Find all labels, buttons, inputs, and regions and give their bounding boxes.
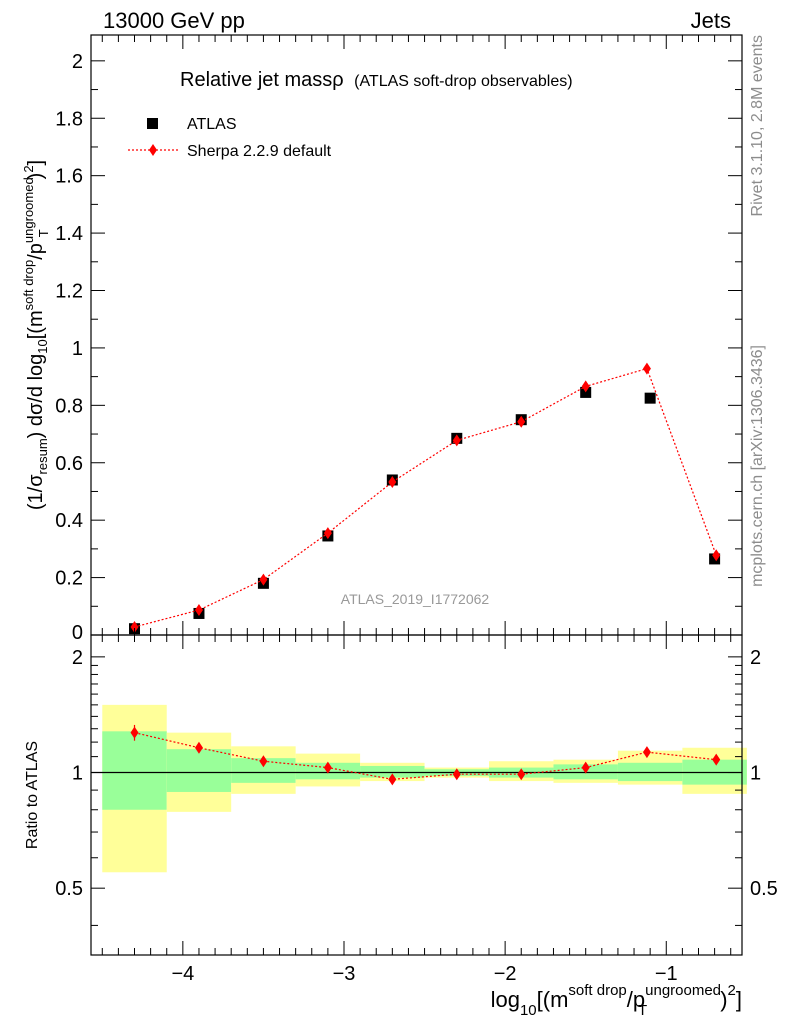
sherpa-ratio-point	[323, 761, 332, 774]
green-band-bin	[166, 749, 232, 792]
green-band-bin	[360, 765, 425, 778]
plot-title-sub: (ATLAS soft-drop observables)	[354, 73, 572, 90]
y-tick-label: 0.2	[55, 568, 83, 590]
ratio-tick-label-left: 2	[72, 647, 83, 669]
ratio-tick-label-left: 1	[72, 763, 83, 785]
legend-marker-sherpa	[149, 144, 157, 156]
y-tick-label: 0	[72, 622, 83, 644]
sherpa-main-point	[517, 415, 526, 428]
green-band-bin	[102, 731, 167, 810]
y-axis-label-main: (1/σresum) dσ/d log10[(msoft drop/pungro…	[21, 160, 51, 510]
sherpa-main-line	[134, 367, 717, 628]
y-tick-label: 1.8	[55, 108, 83, 130]
sherpa-ratio-point	[259, 755, 268, 768]
y-tick-label: 0.8	[55, 395, 83, 417]
legend-marker-atlas	[147, 118, 158, 129]
ratio-uncertainty-bands	[102, 704, 747, 873]
y-tick-label: 1.4	[55, 223, 83, 245]
ratio-tick-label-right: 2	[750, 647, 761, 669]
sherpa-main-point	[194, 604, 203, 617]
y-tick-label: 2	[72, 51, 83, 73]
ratio-tick-label-left: 0.5	[55, 878, 83, 900]
atlas-data-point	[580, 386, 592, 398]
sherpa-ratio-point	[388, 773, 397, 786]
sherpa-main-point	[323, 527, 332, 540]
y-axis-label-ratio: Ratio to ATLAS	[24, 741, 41, 849]
x-tick-label: −3	[333, 963, 356, 985]
y-tick-label: 1	[72, 338, 83, 360]
ratio-tick-label-right: 0.5	[750, 878, 778, 900]
ratio-tick-label-right: 1	[750, 763, 761, 785]
legend-label-atlas: ATLAS	[187, 116, 237, 133]
legend: ATLAS Sherpa 2.2.9 default	[128, 116, 332, 160]
x-tick-label: −1	[655, 963, 678, 985]
mcplots-label: mcplots.cern.ch [arXiv:1306.3436]	[749, 345, 766, 587]
y-tick-label: 0.4	[55, 510, 83, 532]
sherpa-main-point	[452, 434, 461, 447]
plot-title: Relative jet massρ (ATLAS soft-drop obse…	[180, 69, 573, 91]
axis-ticks	[91, 35, 742, 955]
plot-title-main: Relative jet massρ	[180, 69, 344, 91]
header-process-label: Jets	[691, 8, 731, 33]
sherpa-ratio-point	[194, 741, 203, 754]
sherpa-main-point	[581, 380, 590, 393]
x-tick-label: −2	[494, 963, 517, 985]
sherpa-ratio-point	[517, 768, 526, 781]
x-tick-label: −4	[171, 963, 194, 985]
x-axis-label: log10[(msoft drop/pungroomed T)2]	[491, 982, 742, 1019]
sherpa-ratio-point	[452, 768, 461, 781]
analysis-id-label: ATLAS_2019_I1772062	[341, 591, 490, 607]
atlas-data-point	[644, 392, 656, 404]
sherpa-ratio-point	[581, 761, 590, 774]
ratio-plot-frame	[90, 634, 743, 956]
sherpa-main-point	[642, 362, 651, 375]
sherpa-main-point	[388, 475, 397, 488]
sherpa-main-point	[130, 620, 139, 633]
sherpa-main-point	[259, 573, 268, 586]
ratio-plot-series	[130, 724, 721, 786]
sherpa-main-point	[712, 549, 721, 562]
sherpa-ratio-point	[130, 726, 139, 739]
rivet-version-label: Rivet 3.1.10, 2.8M events	[749, 35, 766, 216]
header-collision-label: 13000 GeV pp	[103, 8, 245, 33]
legend-label-sherpa: Sherpa 2.2.9 default	[187, 143, 332, 160]
axis-tick-labels: −4 −3 −2 −1 0 0.2 0.4 0.6 0.8 1 1.2 1.4 1.6 1.8 2 0.5 0.…	[55, 51, 778, 985]
sherpa-ratio-point	[712, 753, 721, 766]
y-tick-label: 0.6	[55, 453, 83, 475]
atlas-data-point	[709, 553, 721, 565]
y-tick-label: 1.6	[55, 166, 83, 188]
y-tick-label: 1.2	[55, 281, 83, 303]
sherpa-ratio-point	[642, 746, 651, 759]
